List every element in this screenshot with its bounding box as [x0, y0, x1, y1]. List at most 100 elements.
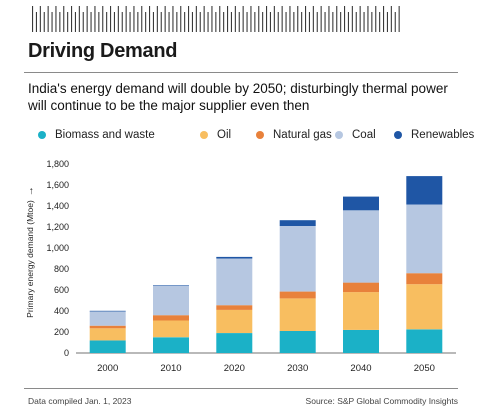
bar-segment [216, 258, 253, 306]
decor-tick [266, 6, 268, 32]
decor-tick [110, 6, 112, 32]
decor-tick [74, 12, 76, 32]
decor-tick [32, 6, 34, 32]
bar-segment [89, 311, 126, 326]
legend-swatch [394, 131, 402, 139]
bar-segment [153, 285, 189, 316]
decor-tick [363, 12, 365, 32]
y-tick-label: 1,000 [46, 243, 69, 253]
decor-tick [242, 6, 244, 32]
decor-tick [121, 12, 123, 32]
decor-tick [211, 6, 213, 32]
decor-tick [230, 12, 232, 32]
x-tick-label: 2010 [160, 363, 181, 374]
decor-tick [176, 12, 178, 32]
bar-segment [406, 273, 443, 285]
decor-tick [137, 12, 139, 32]
decor-tick [297, 6, 299, 32]
legend-item: Coal [335, 129, 376, 141]
decor-tick [305, 6, 307, 32]
decor-tick [277, 12, 279, 32]
y-tick-label: 1,400 [46, 201, 69, 211]
decor-tick [250, 6, 252, 32]
decor-tick [39, 6, 41, 32]
decor-tick [312, 6, 314, 32]
decor-tick [246, 12, 248, 32]
decor-tick [238, 12, 240, 32]
decor-tick [35, 12, 37, 32]
decor-tick [328, 6, 330, 32]
decor-tick [273, 6, 275, 32]
decor-tick [375, 6, 377, 32]
decor-tick [117, 6, 119, 32]
bar-segment [406, 204, 443, 274]
legend-label: Renewables [411, 129, 475, 141]
decor-tick [293, 12, 295, 32]
legend-swatch [200, 131, 208, 139]
decor-tick [379, 12, 381, 32]
y-tick-label: 1,800 [46, 159, 69, 169]
decor-tick [227, 6, 229, 32]
decor-tick [191, 12, 193, 32]
decor-tick [347, 12, 349, 32]
legend-label: Oil [217, 129, 232, 141]
decor-tick [55, 6, 57, 32]
decor-tick [320, 6, 322, 32]
legend-swatch [256, 131, 264, 139]
y-tick-label: 800 [54, 264, 69, 274]
legend-item: Oil [200, 129, 231, 141]
decor-tick [164, 6, 166, 32]
decor-tick [390, 6, 392, 32]
decor-tick [133, 6, 135, 32]
decor-tick [172, 6, 174, 32]
x-tick-label: 2040 [350, 363, 371, 374]
bar-segment [279, 220, 316, 226]
y-tick-label: 200 [54, 327, 69, 337]
decor-tick [316, 12, 318, 32]
legend: Biomass and waste Oil Natural gas Coal Renew… [30, 129, 474, 145]
decor-tick [129, 12, 131, 32]
decor-tick [332, 12, 334, 32]
decor-tick [223, 12, 225, 32]
bar-segment [216, 309, 253, 333]
decor-tick [188, 6, 190, 32]
decor-tick [125, 6, 127, 32]
decor-tick [219, 6, 221, 32]
bar-segment [343, 329, 379, 353]
legend-swatch [38, 131, 46, 139]
decor-tick [168, 12, 170, 32]
decor-tick [355, 12, 357, 32]
legend-item: Natural gas [256, 129, 332, 141]
footer-source: Source: S&P Global Commodity Insights [305, 396, 458, 406]
bar-segment [406, 176, 443, 205]
decor-tick [47, 6, 49, 32]
decor-tick [281, 6, 283, 32]
bar-segment [89, 328, 126, 341]
legend-label: Natural gas [273, 129, 332, 141]
decor-tick [269, 12, 271, 32]
footer-divider [24, 388, 458, 389]
bar-segment [89, 340, 126, 353]
bar-segment [343, 292, 379, 330]
decor-tick [258, 6, 260, 32]
bar-segment [279, 330, 316, 353]
legend-item: Renewables [394, 129, 474, 141]
decor-tick [113, 12, 115, 32]
bar-segment [216, 256, 253, 259]
decor-tick [301, 12, 303, 32]
decor-tick [398, 6, 400, 32]
decor-tick [324, 12, 326, 32]
y-tick-label: 400 [54, 306, 69, 316]
decor-tick [199, 12, 201, 32]
header-decorative-ticks [32, 6, 400, 32]
decor-tick [98, 12, 100, 32]
decor-tick [215, 12, 217, 32]
footer-note: Data compiled Jan. 1, 2023 [28, 396, 132, 406]
decor-tick [234, 6, 236, 32]
decor-tick [90, 12, 92, 32]
decor-tick [149, 6, 151, 32]
decor-tick [383, 6, 385, 32]
bar-segment [216, 305, 253, 310]
bar-segment [89, 310, 126, 312]
